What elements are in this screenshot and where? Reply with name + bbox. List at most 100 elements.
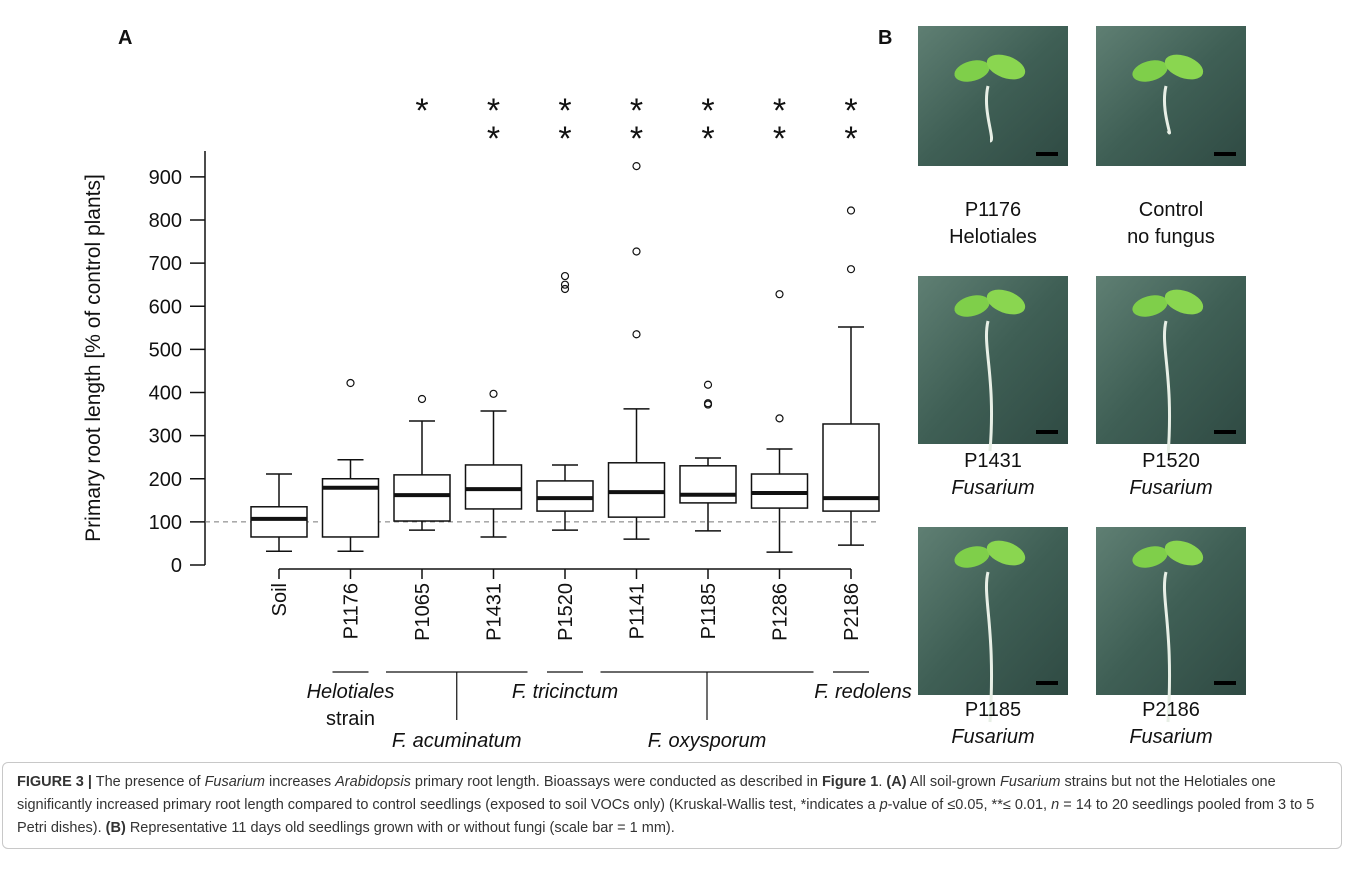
caption-text: Fusarium [205,774,265,790]
seedling-photo [918,527,1068,722]
group-label: F. tricinctum [512,681,618,703]
whisker [266,537,292,551]
x-tick-label: P1286 [770,583,792,641]
x-tick-label: P2186 [841,583,863,641]
y-tick-label: 700 [149,253,182,275]
photo-label: P2186 [1142,699,1200,721]
caption-text: (B) [106,820,126,836]
x-tick-label: P1065 [412,583,434,641]
y-tick-label: 200 [149,469,182,491]
whisker [767,449,793,474]
significance: ** [832,92,870,148]
seedling-photo [1096,527,1246,722]
seedling-photo [918,276,1068,451]
outlier [633,248,640,255]
x-tick-label: P1431 [484,583,506,641]
box [466,465,522,509]
outlier [562,286,569,293]
y-tick-label: 800 [149,210,182,232]
outlier [490,390,497,397]
outlier [633,163,640,170]
whisker [767,508,793,552]
outlier [776,291,783,298]
whisker [409,421,435,475]
seedling-photo [918,26,1068,166]
outlier [848,266,855,273]
y-tick-label: 400 [149,383,182,405]
significance: ** [618,92,656,148]
caption-text: Fusarium [1000,774,1060,790]
outlier [776,415,783,422]
x-tick-label: P1520 [555,583,577,641]
outlier [633,331,640,338]
panel-label: B [878,27,892,49]
group-label: F. acuminatum [392,730,522,752]
whisker [338,460,364,479]
photo-label: P1185 [965,699,1021,721]
caption-text: Arabidopsis [335,774,411,790]
x-tick-label: Soil [269,583,291,616]
whisker [481,411,507,465]
caption-text: Representative 11 days old seedlings gro… [126,820,675,836]
whisker [552,465,578,481]
y-tick-label: 0 [171,555,182,577]
y-tick-label: 600 [149,296,182,318]
scale-bar [1036,681,1058,685]
significance: ** [546,92,584,148]
y-tick-label: 100 [149,512,182,534]
seedling-photo [1096,26,1246,166]
photo-label: P1520 [1142,450,1200,472]
whisker [624,409,650,463]
caption-text: (A) [886,774,906,790]
scale-bar [1214,681,1236,685]
group-label: F. oxysporum [648,730,767,752]
box [609,463,665,517]
panel-label: A [118,27,132,49]
photo-label: Fusarium [951,726,1034,748]
whisker [481,509,507,537]
scale-bar [1214,152,1236,156]
y-tick-label: 900 [149,167,182,189]
photo-label: Helotiales [949,226,1037,248]
outlier [705,381,712,388]
photo-label: P1176 [965,199,1021,221]
photo-label: no fungus [1127,226,1215,248]
x-tick-label: P1185 [698,583,720,639]
scale-bar [1214,430,1236,434]
outlier [562,273,569,280]
photo [918,26,1068,166]
caption-text: n [1051,797,1059,813]
significance: ** [689,92,727,148]
seedling-photo [1096,276,1246,456]
outlier [848,207,855,214]
caption-text: -value of ≤0.05, **≤ 0.01, [888,797,1051,813]
group-label: F. redolens [814,681,911,703]
y-tick-label: 500 [149,339,182,361]
caption-text: All soil-grown [907,774,1000,790]
photo-label: Fusarium [951,477,1034,499]
caption-text: p [880,797,888,813]
outlier [419,395,426,402]
photo-label: Fusarium [1129,726,1212,748]
group-label: strain [326,708,375,730]
caption-text: The presence of [92,774,205,790]
scale-bar [1036,430,1058,434]
significance: * [403,92,441,120]
whisker [838,511,864,545]
x-tick-label: P1141 [627,583,649,639]
photo [1096,26,1246,166]
x-tick-label: P1176 [341,583,363,639]
caption-text: FIGURE 3 | [17,774,92,790]
box [251,507,307,537]
caption-text: increases [265,774,335,790]
whisker [695,458,721,466]
whisker [838,327,864,424]
whisker [552,511,578,530]
y-tick-label: 300 [149,426,182,448]
scale-bar [1036,152,1058,156]
box [680,466,736,503]
box [394,475,450,521]
box [537,481,593,511]
whisker [695,503,721,531]
caption-text: primary root length. Bioassays were cond… [411,774,822,790]
